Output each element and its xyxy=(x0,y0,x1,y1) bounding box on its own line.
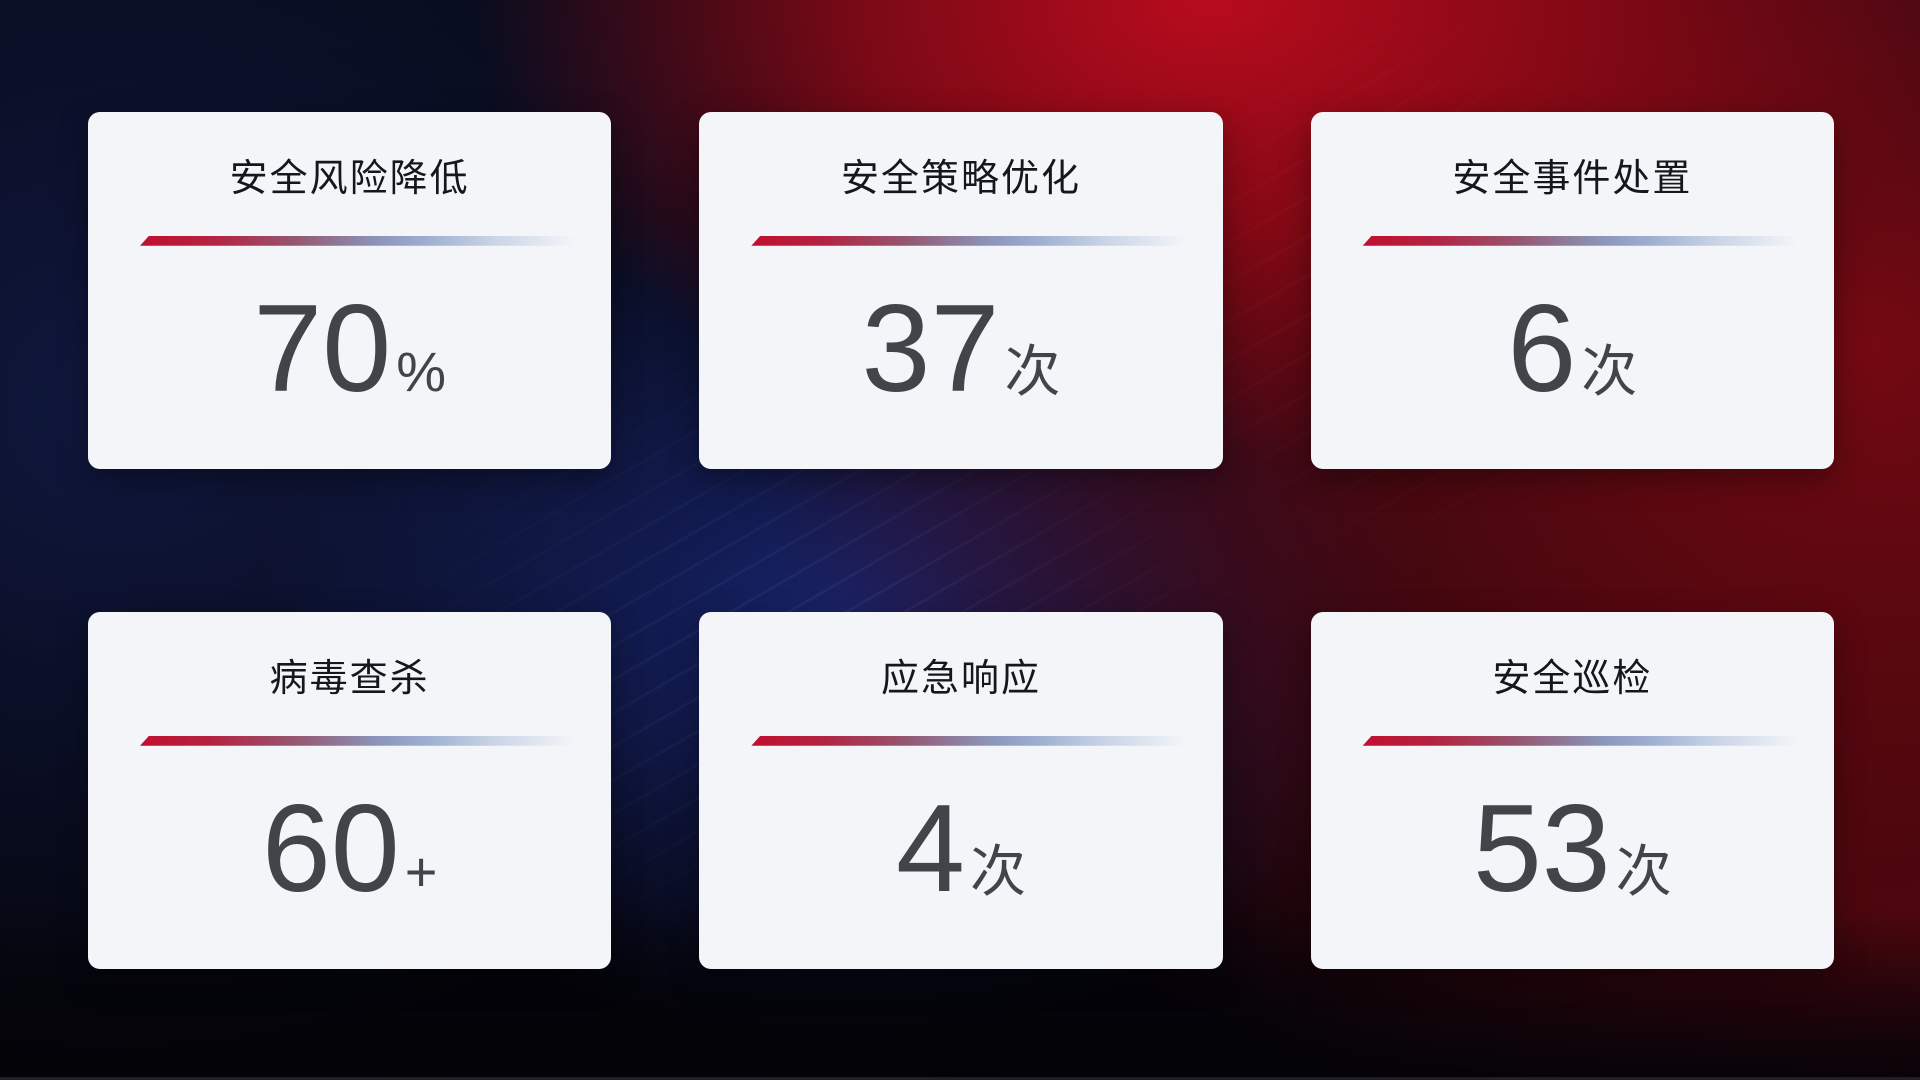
stat-divider-line xyxy=(140,235,594,246)
stat-value-area: 4 次 xyxy=(699,746,1222,969)
stat-card-title: 安全事件处置 xyxy=(1452,158,1693,200)
bottom-edge-line xyxy=(0,1077,1920,1080)
stat-card-incident-handling: 安全事件处置 6 次 xyxy=(1310,112,1834,469)
stat-unit: 次 xyxy=(1004,340,1061,404)
stat-value: 53 xyxy=(1472,780,1611,919)
stat-value-area: 53 次 xyxy=(1311,746,1834,969)
stat-unit: % xyxy=(396,340,447,404)
stat-card-risk-reduction: 安全风险降低 70 % xyxy=(88,112,612,469)
stat-value-area: 6 次 xyxy=(1311,246,1834,469)
stat-card-policy-optimization: 安全策略优化 37 次 xyxy=(699,112,1223,469)
stat-divider-line xyxy=(751,735,1205,746)
stat-card-title: 应急响应 xyxy=(880,658,1041,700)
stat-card-title: 安全巡检 xyxy=(1492,658,1653,700)
stat-value: 37 xyxy=(861,280,1000,419)
stat-card-title: 安全风险降低 xyxy=(229,158,470,200)
stat-divider-line xyxy=(140,735,594,746)
stat-unit: 次 xyxy=(1615,840,1672,904)
stat-unit: 次 xyxy=(1581,340,1638,404)
stat-value: 6 xyxy=(1507,280,1577,419)
stats-grid: 安全风险降低 70 % 安全策略优化 37 次 安全事件处置 xyxy=(88,112,1834,969)
stat-divider-line xyxy=(1362,235,1816,246)
stat-value-area: 60 + xyxy=(88,746,611,969)
stat-value: 70 xyxy=(253,280,392,419)
stat-value-area: 37 次 xyxy=(699,246,1222,469)
stat-unit: 次 xyxy=(969,840,1026,904)
stat-card-title: 安全策略优化 xyxy=(840,158,1081,200)
stat-divider-line xyxy=(1362,735,1816,746)
stat-card-security-inspection: 安全巡检 53 次 xyxy=(1310,612,1834,969)
stat-card-emergency-response: 应急响应 4 次 xyxy=(699,612,1223,969)
stat-value: 60 xyxy=(261,780,400,919)
stat-card-virus-scan: 病毒查杀 60 + xyxy=(88,612,612,969)
stat-value-area: 70 % xyxy=(88,246,611,469)
stat-card-title: 病毒查杀 xyxy=(269,658,430,700)
stat-unit: + xyxy=(404,840,438,904)
stat-value: 4 xyxy=(896,780,965,919)
stat-divider-line xyxy=(751,235,1205,246)
